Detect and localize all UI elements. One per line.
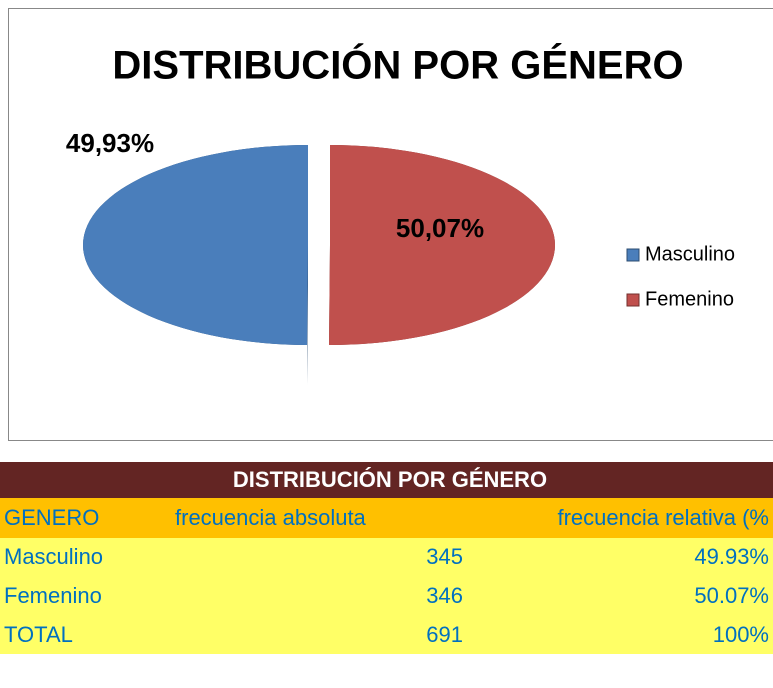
table-body-bg	[0, 538, 773, 654]
table-cell: 49.93%	[694, 544, 769, 569]
table-cell: 100%	[713, 622, 769, 647]
pie-slice	[329, 144, 556, 345]
data-label: 50,07%	[396, 213, 484, 243]
legend-swatch	[626, 248, 640, 262]
pie-slice	[83, 144, 309, 345]
table-cell: 691	[426, 622, 463, 647]
table-cell: Masculino	[4, 544, 103, 569]
table-cell: 346	[426, 583, 463, 608]
table-cell: frecuencia relativa (%	[557, 505, 769, 530]
table-cell: 50.07%	[694, 583, 769, 608]
table-cell: Femenino	[4, 583, 102, 608]
legend-swatch	[626, 293, 640, 307]
table-header-bg	[0, 498, 773, 538]
table-title-bg	[0, 462, 773, 498]
table-cell: TOTAL	[4, 622, 73, 647]
table-cell: 345	[426, 544, 463, 569]
data-label: 49,93%	[66, 128, 154, 158]
legend-label: Masculino	[645, 243, 735, 265]
legend-label: Femenino	[645, 288, 734, 310]
chart-title: DISTRIBUCIÓN POR GÉNERO	[112, 42, 683, 88]
table-cell: GENERO	[4, 505, 99, 530]
table-cell: frecuencia absoluta	[175, 505, 367, 530]
table-title: DISTRIBUCIÓN POR GÉNERO	[233, 467, 547, 492]
